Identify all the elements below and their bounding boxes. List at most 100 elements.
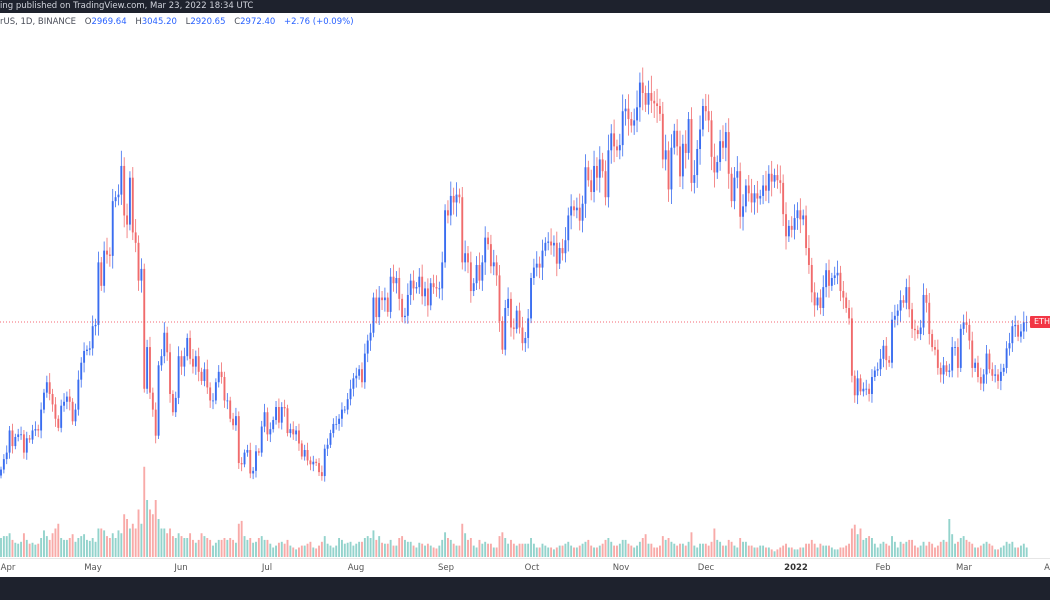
volume-bar — [295, 549, 298, 557]
volume-bar — [805, 543, 808, 557]
volume-bar — [916, 547, 919, 557]
volume-bar — [340, 539, 343, 557]
candle-body — [114, 197, 117, 202]
candle-body — [779, 180, 782, 183]
volume-bar — [616, 545, 618, 557]
candle-body — [0, 469, 2, 476]
candle-body — [785, 214, 787, 237]
volume-bar — [48, 539, 51, 557]
volume-bar — [149, 509, 151, 557]
volume-bar — [928, 541, 931, 557]
candle-body — [174, 397, 177, 413]
volume-bar — [1014, 547, 1017, 557]
candle-body — [518, 310, 521, 328]
candle-body — [11, 430, 14, 447]
volume-bar — [329, 545, 332, 557]
volume-bar — [951, 534, 954, 557]
candle-body — [739, 171, 742, 217]
candle-body — [610, 133, 613, 151]
volume-bar — [997, 549, 999, 557]
volume-bar — [673, 543, 676, 557]
candle-body — [856, 378, 859, 396]
x-tick-label: Nov — [612, 563, 630, 573]
candle-body — [942, 365, 945, 375]
candle-body — [326, 444, 329, 449]
volume-bar — [335, 545, 338, 557]
volume-bar — [974, 547, 977, 557]
candle-body — [977, 362, 979, 378]
candle-body — [790, 225, 793, 230]
volume-bar — [765, 547, 767, 557]
volume-bar — [358, 541, 361, 557]
candle-body — [200, 371, 203, 381]
volume-bar — [432, 547, 435, 557]
candle-body — [320, 472, 323, 477]
x-tick-label: Aug — [347, 563, 365, 573]
candle-body — [707, 111, 710, 121]
candle-body — [401, 298, 404, 318]
volume-bar — [352, 545, 355, 557]
volume-bar — [449, 539, 452, 557]
time-axis[interactable]: Apr May Jun Jul Aug Sep Oct Nov Dec 2022 Feb Mar A — [0, 558, 1050, 577]
volume-bar — [587, 539, 590, 557]
candle-body — [71, 401, 74, 422]
volume-bar — [994, 549, 997, 557]
candlestick-chart[interactable] — [0, 0, 1050, 577]
volume-bar — [908, 539, 911, 557]
candle-body — [478, 264, 481, 281]
candle-body — [146, 347, 149, 389]
candle-body — [853, 375, 856, 396]
volume-bar — [630, 545, 633, 557]
volume-bar — [885, 543, 888, 557]
volume-bar — [822, 545, 825, 557]
volume-bar — [263, 539, 266, 557]
volume-bar — [275, 545, 277, 557]
candle-body — [871, 377, 873, 394]
candle-body — [149, 347, 151, 393]
candle-body — [189, 337, 192, 359]
candle-body — [449, 195, 452, 216]
volume-bar — [647, 543, 650, 557]
candle-body — [896, 310, 899, 316]
candle-body — [128, 177, 131, 225]
volume-bar — [318, 545, 320, 557]
volume-bar — [74, 541, 77, 557]
volume-bar — [1005, 541, 1008, 557]
volume-bar — [733, 545, 736, 557]
candle-body — [733, 177, 736, 202]
x-tick-label: Jul — [261, 563, 273, 573]
candle-body — [584, 167, 587, 204]
volume-bar — [664, 539, 667, 557]
volume-bar — [767, 547, 770, 557]
candle-body — [564, 240, 567, 254]
volume-bar — [446, 538, 449, 557]
volume-bar — [481, 543, 484, 557]
candle-body — [570, 206, 573, 216]
candle-body — [742, 206, 744, 217]
candle-body — [750, 193, 753, 203]
volume-bar — [744, 541, 747, 557]
candle-body — [464, 253, 467, 263]
candle-body — [392, 276, 395, 284]
candle-body — [260, 426, 263, 453]
volume-bar — [332, 547, 335, 557]
volume-bar — [567, 541, 570, 557]
volume-bar — [137, 509, 140, 557]
candle-body — [346, 399, 349, 410]
candle-body — [510, 298, 512, 328]
volume-bar — [174, 538, 177, 557]
candle-body — [991, 369, 994, 376]
candle-body — [627, 108, 630, 120]
volume-bar — [289, 545, 292, 557]
candle-body — [180, 356, 183, 367]
volume-bar — [429, 545, 432, 557]
candle-body — [641, 82, 644, 93]
volume-bar — [88, 540, 91, 557]
candle-body — [744, 185, 747, 207]
candle-body — [358, 369, 361, 376]
volume-bar — [209, 539, 212, 557]
volume-bar — [716, 539, 719, 557]
volume-bar — [584, 541, 587, 557]
volume-bar — [985, 541, 988, 557]
candle-body — [902, 300, 905, 303]
